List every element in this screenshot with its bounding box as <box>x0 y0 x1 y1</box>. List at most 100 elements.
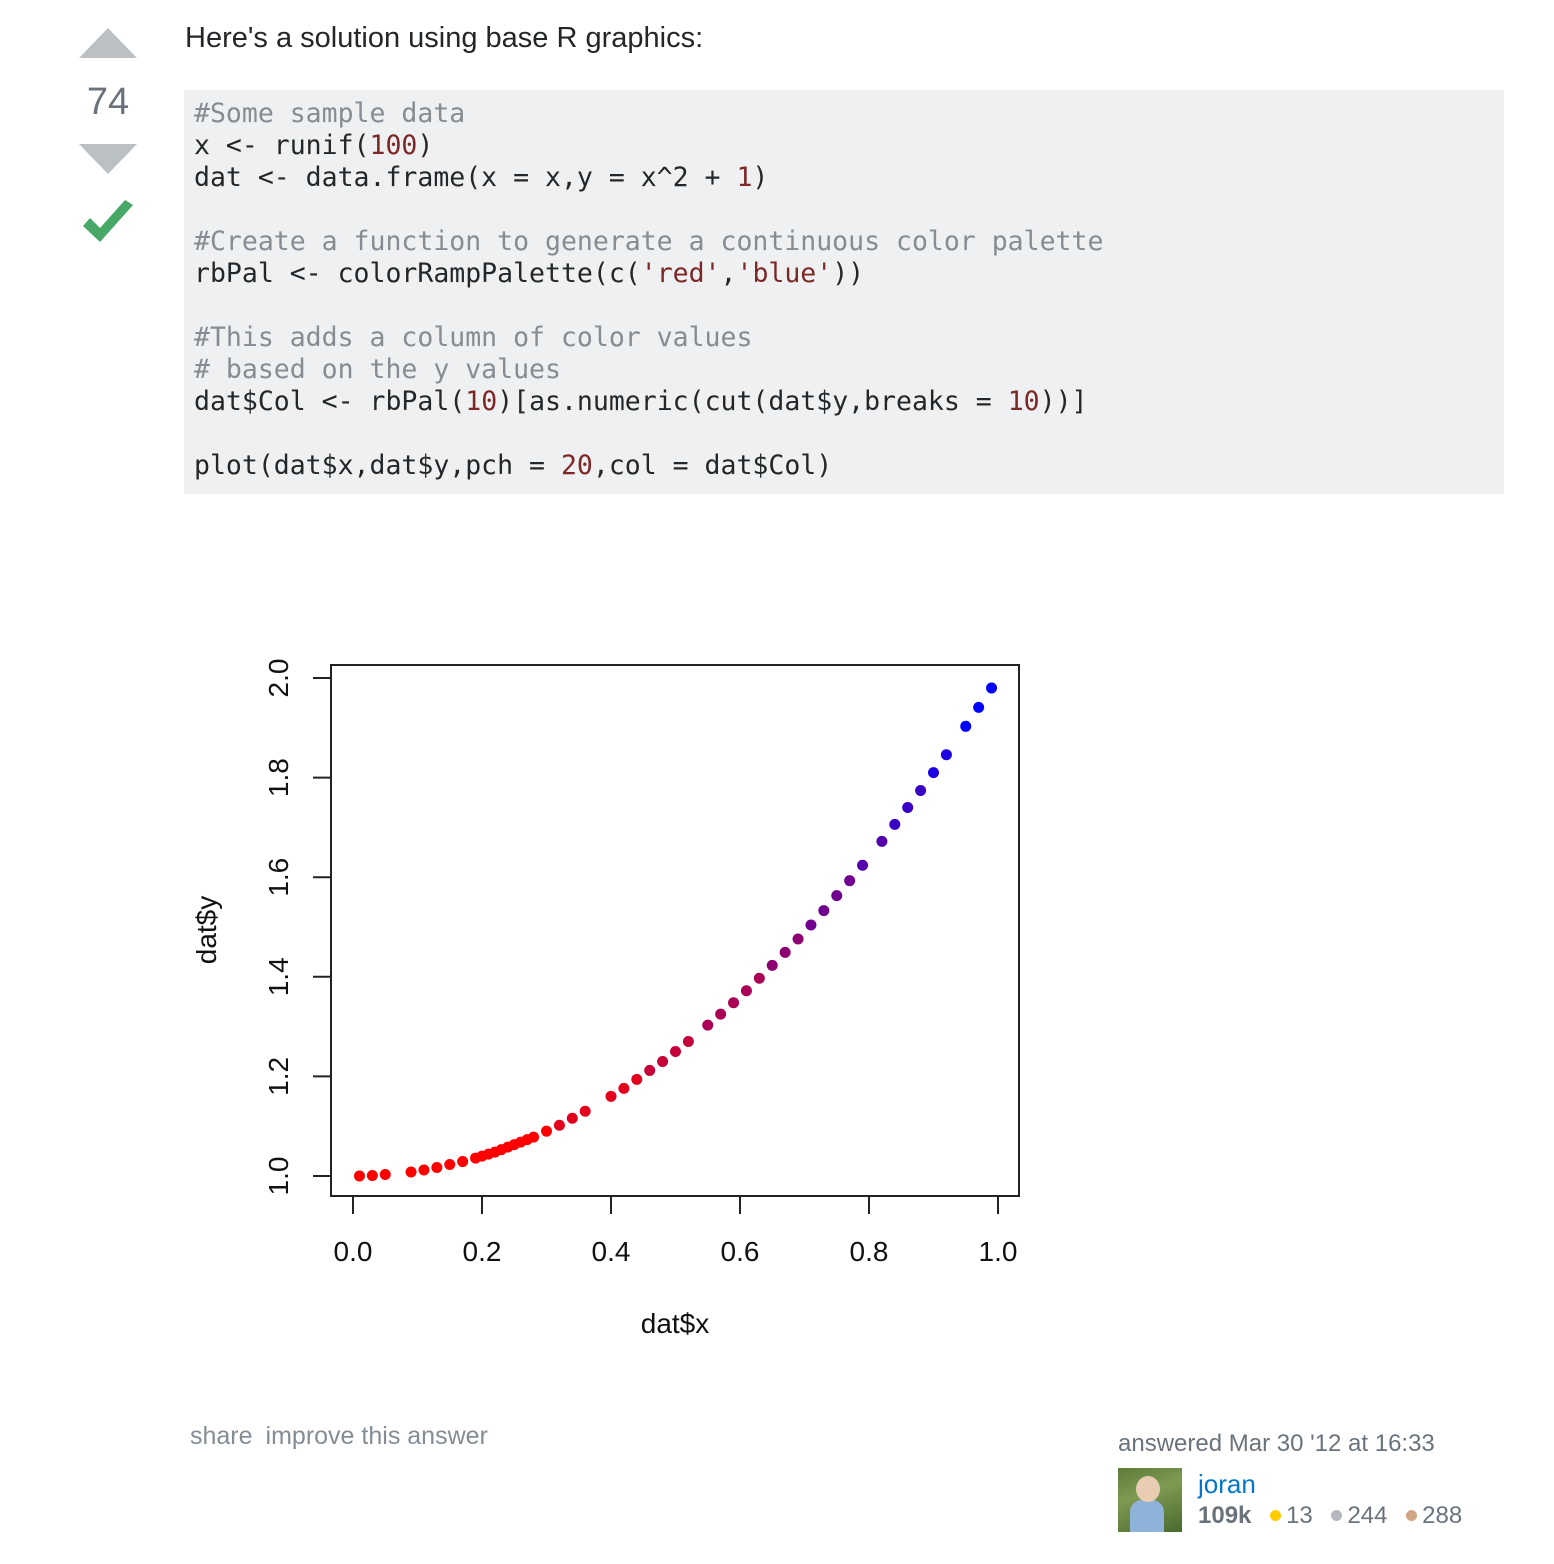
code-string: 'blue' <box>736 258 833 289</box>
avatar[interactable] <box>1118 1468 1182 1532</box>
code-number: 1 <box>736 162 753 193</box>
gold-badge-count: 13 <box>1286 1502 1313 1529</box>
code-text: dat$Col <- rbPal( <box>194 386 466 417</box>
vote-count: 74 <box>86 81 130 123</box>
code-text: ) <box>417 130 434 161</box>
y-axis-label: dat$y <box>191 896 222 965</box>
data-point <box>366 1170 378 1182</box>
data-point <box>844 875 856 887</box>
code-number: 10 <box>465 386 498 417</box>
code-line: # based on the y values <box>194 354 1494 386</box>
y-tick-label: 1.2 <box>263 1057 294 1096</box>
code-blank-line <box>194 290 1494 322</box>
code-text: rbPal <- colorRampPalette(c( <box>194 258 641 289</box>
data-point <box>682 1036 694 1048</box>
code-text: plot(dat$x,dat$y,pch = <box>194 450 561 481</box>
data-point <box>541 1125 552 1137</box>
data-point <box>740 985 752 997</box>
plot-frame <box>330 664 1020 1197</box>
data-point <box>702 1019 714 1031</box>
data-point <box>889 818 901 830</box>
code-line: #Some sample data <box>194 98 1494 130</box>
code-line: #This adds a column of color values <box>194 322 1494 354</box>
reputation-line: 109k 13 244 288 <box>1198 1500 1474 1532</box>
data-point <box>805 919 817 931</box>
data-point <box>657 1055 669 1067</box>
data-point <box>902 801 914 813</box>
data-point <box>379 1169 391 1181</box>
code-comment: #Create a function to generate a continu… <box>194 226 1104 257</box>
data-point <box>431 1162 443 1174</box>
bronze-badge-count: 288 <box>1422 1502 1463 1529</box>
upvote-arrow-icon[interactable] <box>79 28 137 58</box>
data-points <box>353 682 998 1182</box>
y-axis: 1.0 1.2 1.4 1.6 1.8 2.0 <box>263 659 332 1196</box>
data-point <box>605 1090 617 1102</box>
downvote-arrow-icon[interactable] <box>79 144 137 174</box>
data-point <box>915 785 927 797</box>
data-point <box>457 1156 469 1168</box>
code-line: dat$Col <- rbPal(10)[as.numeric(cut(dat$… <box>194 386 1494 418</box>
code-blank-line <box>194 194 1494 226</box>
data-point <box>928 767 939 779</box>
code-block: #Some sample data x <- runif(100) dat <- d… <box>184 90 1504 494</box>
data-point <box>753 972 765 984</box>
data-point <box>353 1170 365 1182</box>
x-tick-label: 1.0 <box>979 1236 1018 1267</box>
y-tick-label: 1.6 <box>263 858 294 897</box>
data-point <box>876 835 888 847</box>
code-text: ) <box>752 162 769 193</box>
data-point <box>973 701 985 713</box>
reputation-score: 109k <box>1198 1502 1252 1529</box>
data-point <box>553 1119 565 1131</box>
y-tick-label: 1.0 <box>263 1157 294 1196</box>
code-text: dat <- data.frame(x = x,y = x^2 + <box>194 162 737 193</box>
gold-badge-icon <box>1270 1510 1282 1522</box>
data-point <box>766 959 778 971</box>
code-line: rbPal <- colorRampPalette(c('red','blue'… <box>194 258 1494 290</box>
improve-answer-link[interactable]: improve this answer <box>265 1422 488 1450</box>
data-point <box>670 1046 681 1057</box>
scatter-plot: 0.0 0.2 0.4 0.6 0.8 1.0 1.0 1.2 1.4 1.6 1.8 2.0 da… <box>191 659 1020 1339</box>
data-point <box>986 682 998 694</box>
user-card: answered Mar 30 '12 at 16:33 joran 109k … <box>1118 1430 1518 1532</box>
data-point <box>528 1131 540 1143</box>
data-point <box>818 905 830 917</box>
data-point <box>779 946 791 958</box>
post-menu: share improve this answer <box>190 1422 488 1451</box>
silver-badge-count: 244 <box>1347 1502 1388 1529</box>
data-point <box>618 1082 630 1094</box>
code-text: x <- runif( <box>194 130 370 161</box>
accepted-check-icon <box>83 200 133 242</box>
code-blank-line <box>194 418 1494 450</box>
data-point <box>960 720 972 732</box>
data-point <box>792 933 804 945</box>
code-text: ,col = dat$Col) <box>592 450 833 481</box>
x-axis-label: dat$x <box>641 1308 710 1339</box>
data-point <box>631 1073 643 1085</box>
code-number: 20 <box>560 450 593 481</box>
code-text: )[as.numeric(cut(dat$y,breaks = <box>497 386 1008 417</box>
user-name-link[interactable]: joran <box>1198 1469 1256 1499</box>
answer-intro: Here's a solution using base R graphics: <box>185 22 704 54</box>
code-number: 100 <box>369 130 418 161</box>
data-point <box>940 749 952 761</box>
x-tick-label: 0.8 <box>850 1236 889 1267</box>
y-tick-label: 1.4 <box>263 957 294 996</box>
silver-badge-icon <box>1331 1510 1343 1522</box>
code-text: ))] <box>1039 386 1088 417</box>
code-line: #Create a function to generate a continu… <box>194 226 1494 258</box>
bronze-badge-icon <box>1406 1510 1418 1522</box>
code-line: dat <- data.frame(x = x,y = x^2 + 1) <box>194 162 1494 194</box>
code-comment: # based on the y values <box>194 354 561 385</box>
x-tick-label: 0.4 <box>592 1236 631 1267</box>
code-line: x <- runif(100) <box>194 130 1494 162</box>
data-point <box>444 1159 456 1171</box>
code-line: plot(dat$x,dat$y,pch = 20,col = dat$Col) <box>194 450 1494 482</box>
code-comment: #Some sample data <box>194 98 466 129</box>
share-link[interactable]: share <box>190 1422 253 1450</box>
vote-cell: 74 <box>68 28 148 246</box>
code-number: 10 <box>1007 386 1040 417</box>
data-point <box>728 997 740 1009</box>
code-text: , <box>720 258 737 289</box>
